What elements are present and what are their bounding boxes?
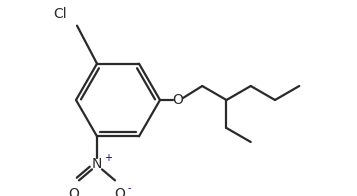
Text: -: - (128, 183, 131, 193)
Text: O: O (69, 187, 80, 196)
Text: Cl: Cl (54, 7, 67, 21)
Text: +: + (104, 153, 112, 163)
Text: O: O (172, 93, 183, 107)
Text: N: N (92, 157, 102, 171)
Text: O: O (115, 187, 125, 196)
